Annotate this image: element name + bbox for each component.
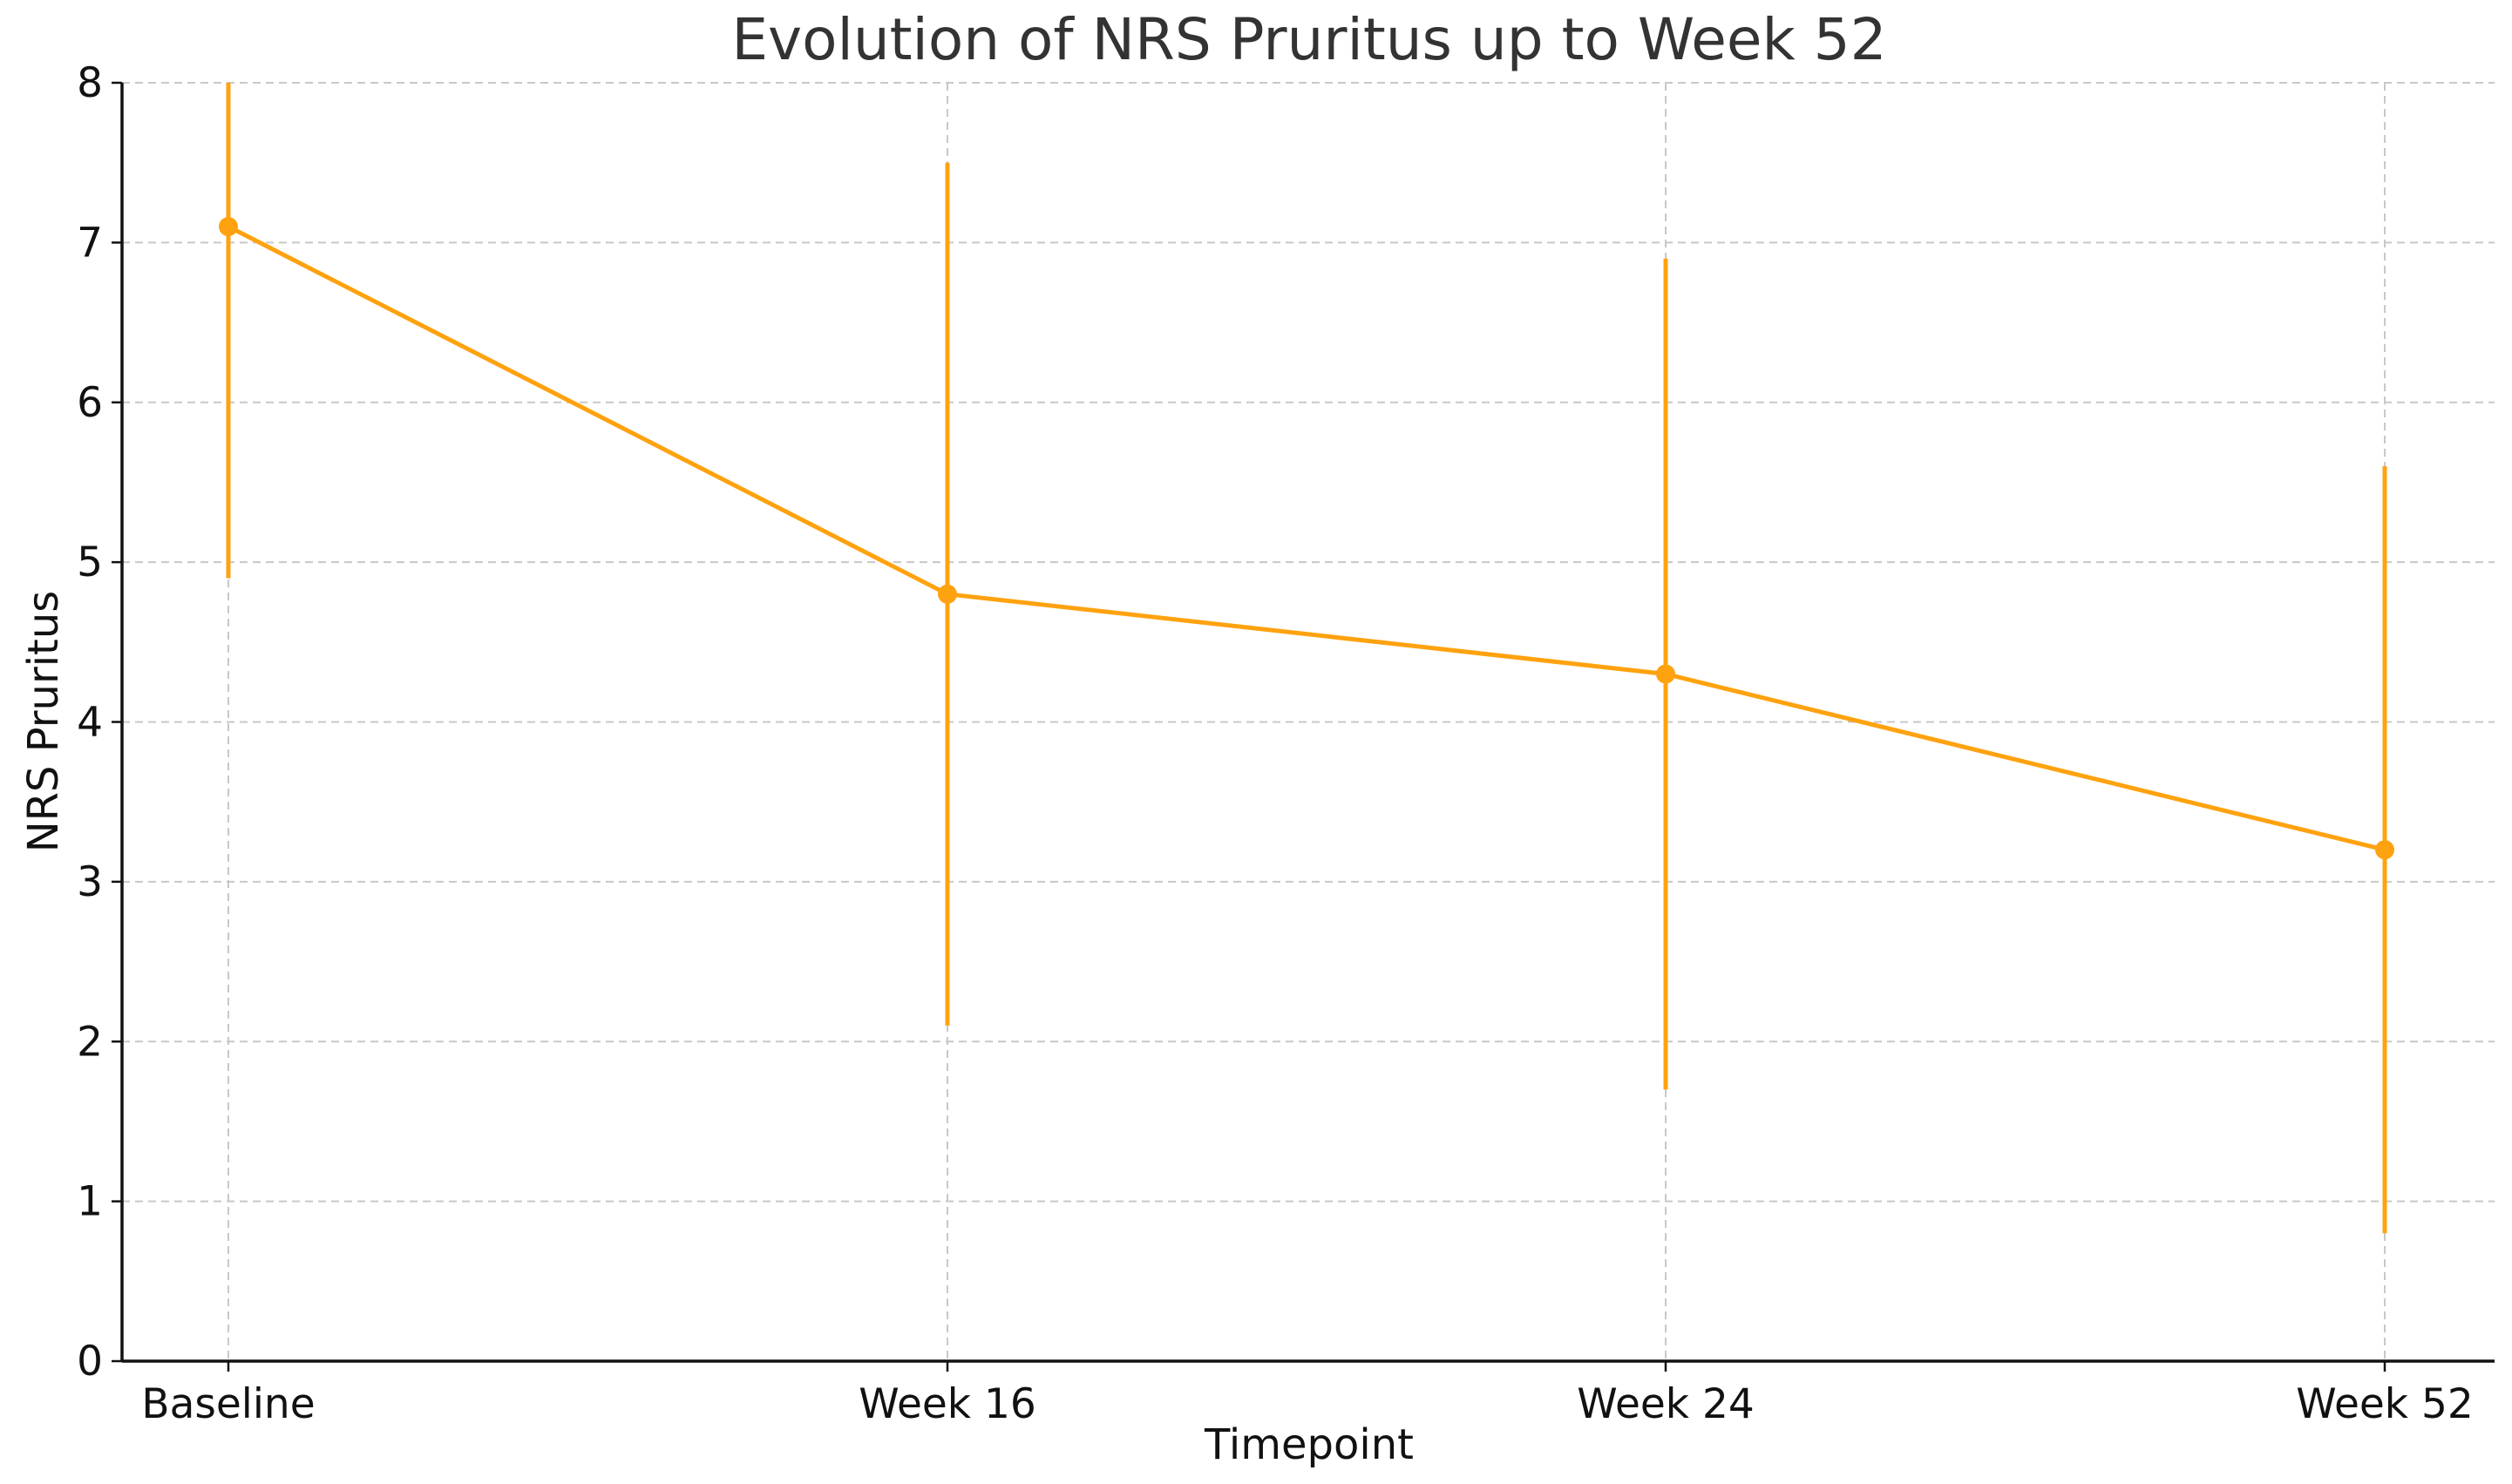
y-tick-label: 8 bbox=[77, 59, 103, 107]
data-point bbox=[2375, 840, 2394, 860]
x-ticks: Baseline Week 16 Week 24 Week 52 bbox=[141, 1361, 2474, 1428]
y-ticks: 0 1 2 3 4 5 6 7 8 bbox=[77, 59, 122, 1386]
x-tick-label: Week 24 bbox=[1577, 1380, 1755, 1428]
y-tick-label: 1 bbox=[77, 1178, 103, 1226]
data-point bbox=[219, 217, 238, 237]
y-tick-label: 3 bbox=[77, 858, 103, 906]
data-point bbox=[1656, 664, 1675, 684]
y-tick-label: 4 bbox=[77, 699, 103, 747]
y-tick-label: 7 bbox=[77, 219, 103, 267]
grid bbox=[122, 82, 2495, 1361]
x-tick-label: Week 52 bbox=[2296, 1380, 2474, 1428]
series bbox=[219, 83, 2394, 1234]
x-tick-label: Week 16 bbox=[859, 1380, 1036, 1428]
y-tick-label: 0 bbox=[77, 1338, 103, 1386]
y-tick-label: 5 bbox=[77, 539, 103, 586]
y-tick-label: 6 bbox=[77, 379, 103, 427]
y-tick-label: 2 bbox=[77, 1018, 103, 1066]
x-axis-label: Timepoint bbox=[1204, 1420, 1414, 1469]
x-tick-label: Baseline bbox=[141, 1380, 315, 1428]
chart-title: Evolution of NRS Pruritus up to Week 52 bbox=[731, 6, 1886, 73]
data-point bbox=[938, 584, 957, 604]
y-axis-label: NRS Pruritus bbox=[19, 591, 68, 853]
series-line bbox=[227, 224, 2386, 852]
